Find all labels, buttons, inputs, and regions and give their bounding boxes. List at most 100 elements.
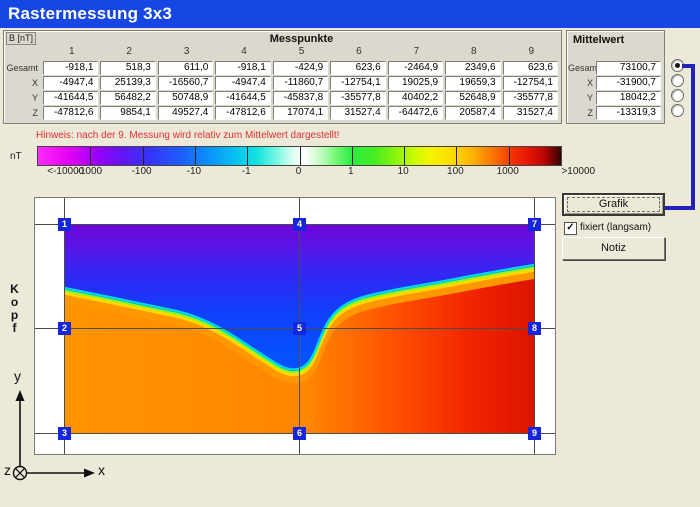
measure-point-marker-5: 5 [293,322,306,335]
colorbar-tick-label: 0 [295,166,302,177]
component-radio-x[interactable] [671,74,684,87]
table-row-label: Z [32,107,39,118]
table-rows: Gesamt -918,1 518,3 611,0 -918,1 -424,9 623,6-… [5,60,560,120]
connector-line-vertical [691,64,695,210]
table-cell: -918,1 [43,60,99,75]
mittelwert-row-label: Gesamt [568,62,600,73]
mittelwert-row-label: Y [586,92,593,103]
colorbar-unit-label: nT [10,151,22,162]
colorbar-tick-label: -1 [241,166,251,177]
table-column-header: 1 [68,46,75,57]
colorbar-tick [247,147,249,165]
table-cell: -16560,7 [157,75,214,90]
table-cell: -424,9 [272,60,329,75]
table-cell: -2464,9 [387,60,444,75]
mittelwert-value: -31900,7 [596,75,661,90]
measure-point-marker-4: 4 [293,218,306,231]
component-radio-y[interactable] [671,89,684,102]
axis-y-label: y [14,368,21,384]
page-title: Rastermessung 3x3 [8,4,173,23]
table-cell: 31527,4 [502,105,558,120]
colorbar-tick-label: 1000 [496,166,519,177]
table-cell: -12754,1 [330,75,386,90]
mittelwert-value: -13319,3 [596,105,661,120]
mittelwert-row-label: X [586,77,593,88]
table-corner-spacer [5,46,43,57]
mittelwert-panel: Mittelwert Gesamt 73100,7 X -31900,7 Y 18042,… [566,30,665,124]
colorbar-tick-label: <-10000 [47,166,85,177]
table-cell: -47812,6 [43,105,99,120]
mittelwert-row-label: Z [587,107,594,118]
table-cell: -45837,8 [272,90,329,105]
table-cell: 19025,9 [387,75,444,90]
colorbar-tick [299,147,301,165]
table-cell: -41644,5 [43,90,99,105]
measure-point-marker-3: 3 [58,427,71,440]
mittelwert-title: Mittelwert [573,34,625,46]
colorbar-tick-label: -100 [131,166,152,177]
component-radio-z[interactable] [671,104,684,117]
connector-line-stub [682,64,695,68]
messpunkte-table-panel: B [nT] Messpunkte 1 2 3 4 5 6 7 8 9 Gesamt -918,1… [3,30,562,124]
measure-point-marker-1: 1 [58,218,71,231]
grafik-button[interactable]: Grafik [562,193,665,216]
fixiert-checkbox-label: fixiert (langsam) [580,222,652,233]
colorbar [37,146,562,166]
axis-x-label: x [98,462,105,478]
table-column-header: 5 [298,46,305,57]
measure-point-marker-2: 2 [58,322,71,335]
mittelwert-value: 18042,2 [596,90,661,105]
table-cell: -47812,6 [215,105,271,120]
hint-text: Hinweis: nach der 9. Messung wird relati… [36,130,340,141]
table-cell: 50748,9 [157,90,214,105]
mittelwert-row: Z -13319,3 [568,105,661,120]
table-column-header: 2 [126,46,132,57]
connector-line-horizontal [661,206,695,210]
table-cell: 52648,9 [445,90,501,105]
table-column-header: 7 [413,46,420,57]
table-row-label: X [31,77,38,88]
table-column-header: 6 [356,46,362,57]
table-column-header: 9 [528,46,535,57]
colorbar-tick [456,147,458,165]
colorbar-tick-label: >10000 [561,166,596,177]
side-label-kopf: Kopf [10,282,19,335]
colorbar-tick [351,147,353,165]
colorbar-tick-label: 100 [447,166,464,177]
table-cell: 40402,2 [387,90,444,105]
colorbar-tick [404,147,406,165]
colorbar-tick [194,147,196,165]
colorbar-tick [90,147,92,165]
mittelwert-row: Gesamt 73100,7 [568,60,661,75]
table-cell: 611,0 [157,60,214,75]
table-cell: 20587,4 [445,105,501,120]
fixiert-checkbox[interactable]: ✓ [564,222,577,235]
grafik-button-label: Grafik [567,197,660,212]
measure-point-marker-8: 8 [528,322,541,335]
mittelwert-row: Y 18042,2 [568,90,661,105]
table-cell: -35577,8 [502,90,558,105]
colorbar-tick-label: -10 [186,166,202,177]
unit-label: B [nT] [6,32,37,45]
table-cell: 17074,1 [272,105,329,120]
table-header: Messpunkte [269,33,334,45]
table-column-header: 3 [183,46,190,57]
table-cell: 31527,4 [330,105,386,120]
table-cell: 623,6 [330,60,386,75]
table-cell: -4947,4 [215,75,271,90]
mittelwert-rows: Gesamt 73100,7 X -31900,7 Y 18042,2 Z -13319,3 [568,60,661,120]
table-cell: 623,6 [502,60,558,75]
mittelwert-value: 73100,7 [596,60,661,75]
table-cell: -12754,1 [502,75,558,90]
table-row: X -4947,4 25139,3 -16560,7 -4947,4 -11860,7 -1… [5,75,560,90]
table-column-headers: 1 2 3 4 5 6 7 8 9 [5,46,560,57]
colorbar-tick-labels: <-10000 -1000 -100 -10 -1 0 1 10 100 1000 >10000 [37,166,595,178]
table-cell: -41644,5 [215,90,271,105]
table-cell: 9854,1 [100,105,156,120]
table-cell: 25139,3 [100,75,156,90]
notiz-button[interactable]: Notiz [562,237,665,260]
table-column-header: 8 [471,46,477,57]
table-row-label: Gesamt [6,62,38,73]
table-row: Z -47812,6 9854,1 49527,4 -47812,6 17074,1 315… [5,105,560,120]
